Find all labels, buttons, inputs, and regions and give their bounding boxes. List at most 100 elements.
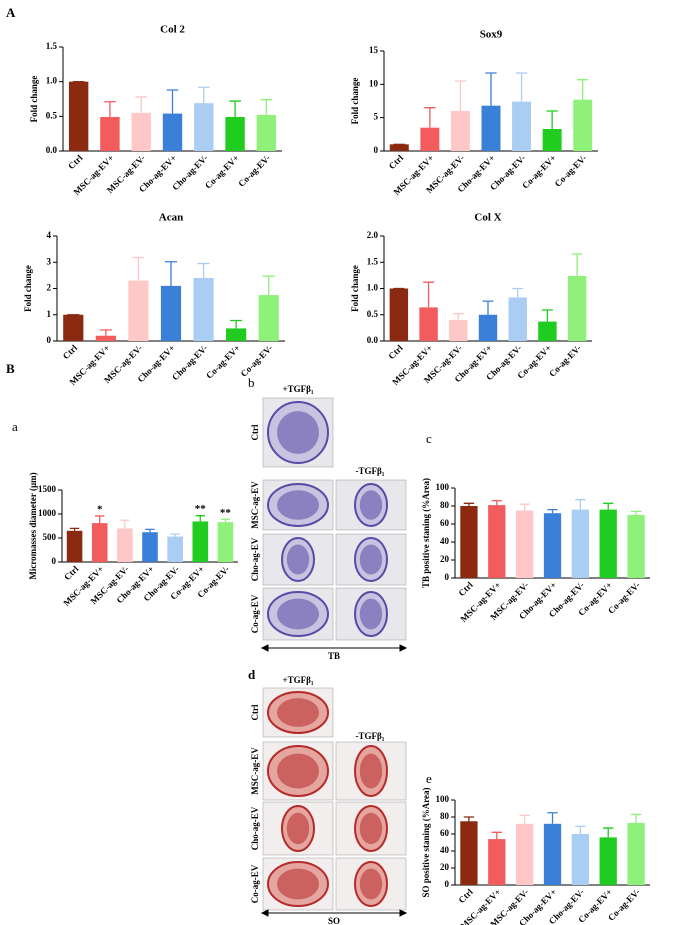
y-tick-label: 1000 — [38, 508, 57, 518]
y-axis-label: Micromasses diameter (µm) — [28, 472, 38, 579]
arrow — [260, 644, 408, 652]
x-tick-label: Ctrl — [386, 342, 405, 361]
x-tick-label: Ctrl — [62, 563, 81, 582]
significance-mark: ** — [195, 503, 207, 515]
panel-label: d — [248, 667, 256, 682]
bar — [420, 127, 440, 151]
bar — [627, 822, 645, 885]
y-tick-label: 80 — [440, 811, 450, 821]
micromass-core — [277, 698, 319, 727]
row-label: Ctrl — [250, 704, 260, 720]
bar — [538, 321, 557, 341]
error-bar — [463, 816, 475, 822]
y-tick-label: 0 — [445, 572, 450, 582]
micromass-core — [277, 868, 319, 900]
bar — [460, 821, 478, 885]
y-tick-label: 100 — [436, 482, 450, 492]
error-bar — [491, 499, 502, 506]
row-label: MSC-ag-EV — [250, 481, 260, 529]
y-tick-label: 60 — [440, 828, 450, 838]
arrow — [260, 909, 408, 917]
bar — [389, 144, 409, 151]
condition-label: -TGFβ₁ — [356, 731, 385, 741]
error-bar — [166, 89, 179, 114]
y-tick-label: 80 — [440, 500, 450, 510]
row-label: Cho-ag-EV — [250, 537, 260, 581]
micromass-core — [359, 812, 383, 845]
error-bar — [603, 502, 614, 510]
micromass-core — [277, 411, 319, 454]
error-bar — [485, 72, 497, 106]
bar — [449, 320, 468, 341]
error-bar — [577, 79, 589, 100]
row-label: MSC-ag-EV — [250, 747, 260, 795]
error-bar — [491, 831, 502, 840]
error-bar — [541, 309, 553, 322]
x-tick-label: Co-ag-EV- — [239, 343, 275, 379]
bar — [488, 839, 506, 885]
bar — [516, 823, 534, 885]
bar — [543, 513, 562, 578]
condition-label: +TGFβ₁ — [282, 675, 313, 685]
bar — [194, 103, 214, 151]
x-tick-label: Ctrl — [456, 886, 475, 905]
error-bar — [482, 300, 494, 315]
bar — [542, 129, 562, 151]
bar — [460, 506, 478, 578]
x-tick-label: Cho-ag-EV- — [170, 343, 209, 382]
error-bar — [262, 275, 275, 296]
bar — [95, 335, 116, 341]
y-tick-label: 60 — [440, 518, 450, 528]
y-tick-label: 1 — [47, 309, 52, 319]
error-bar — [132, 256, 145, 281]
micromass-core — [359, 544, 383, 575]
error-bar — [424, 107, 436, 128]
row-label: Ctrl — [250, 424, 260, 440]
micromass-core — [359, 598, 383, 630]
error-bar — [145, 528, 155, 533]
chart-title: Sox9 — [480, 29, 503, 41]
error-bar — [575, 825, 586, 834]
y-tick-label: 0.0 — [46, 145, 58, 155]
stain-label: SO — [328, 916, 340, 925]
error-bar — [197, 86, 210, 104]
micromass-core — [286, 812, 310, 845]
error-bar — [575, 499, 586, 510]
bar — [508, 297, 527, 341]
bar — [192, 521, 209, 562]
error-bar — [135, 96, 148, 113]
error-bar — [120, 519, 130, 529]
bar — [256, 114, 277, 151]
y-tick-label: 20 — [440, 862, 450, 872]
bar — [258, 295, 279, 341]
x-tick-label: Ctrl — [387, 152, 406, 171]
error-bar — [197, 262, 210, 278]
error-bar — [220, 518, 231, 523]
x-tick-label: Ctrl — [61, 342, 80, 361]
y-tick-label: 10 — [369, 78, 379, 88]
bar — [160, 285, 182, 341]
bar — [488, 505, 506, 578]
error-bar — [164, 261, 178, 286]
error-bar — [104, 101, 116, 118]
y-tick-label: 0.0 — [367, 335, 379, 345]
bar — [516, 510, 534, 578]
bar — [389, 288, 409, 341]
y-tick-label: 1.0 — [46, 76, 58, 86]
error-bar — [546, 110, 558, 129]
bar — [128, 280, 149, 341]
chart-title: Col 2 — [160, 24, 185, 36]
micromass-core — [359, 490, 383, 520]
error-bar — [571, 253, 583, 276]
chart-title: Acan — [159, 212, 183, 224]
y-tick-label: 0 — [47, 335, 52, 345]
error-bar — [452, 313, 464, 320]
micromass-core — [286, 544, 310, 575]
error-bar — [454, 80, 467, 111]
x-tick-label: Co-ag-EV- — [547, 343, 583, 379]
y-tick-label: 0 — [52, 556, 57, 566]
y-tick-label: 40 — [440, 845, 450, 855]
x-tick-label: Co-ag-EV- — [236, 153, 272, 189]
bar — [571, 834, 589, 885]
